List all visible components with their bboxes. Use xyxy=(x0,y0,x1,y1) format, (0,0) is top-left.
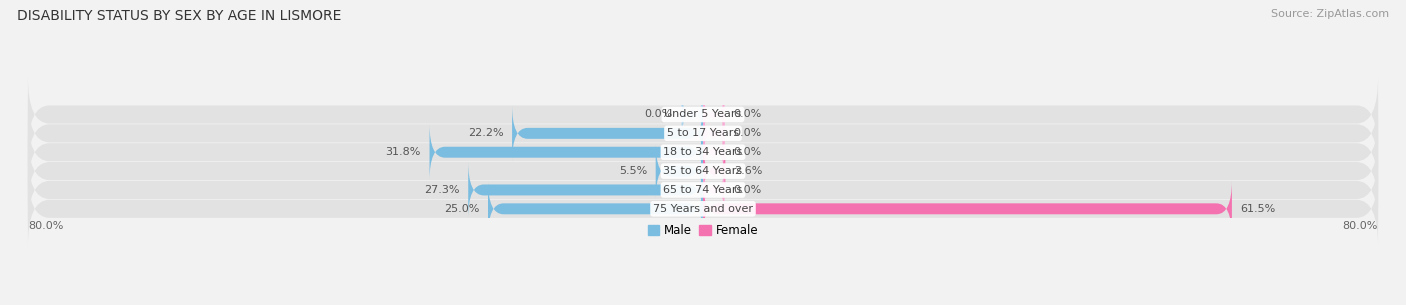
FancyBboxPatch shape xyxy=(655,143,703,199)
Text: 0.0%: 0.0% xyxy=(733,128,762,138)
Text: 80.0%: 80.0% xyxy=(1343,221,1378,231)
Text: DISABILITY STATUS BY SEX BY AGE IN LISMORE: DISABILITY STATUS BY SEX BY AGE IN LISMO… xyxy=(17,9,342,23)
Text: 61.5%: 61.5% xyxy=(1240,204,1275,214)
Text: 0.0%: 0.0% xyxy=(644,109,673,120)
FancyBboxPatch shape xyxy=(703,86,724,143)
FancyBboxPatch shape xyxy=(682,86,703,143)
FancyBboxPatch shape xyxy=(28,152,1378,228)
FancyBboxPatch shape xyxy=(28,171,1378,247)
FancyBboxPatch shape xyxy=(28,133,1378,209)
FancyBboxPatch shape xyxy=(703,180,1232,237)
Text: Under 5 Years: Under 5 Years xyxy=(665,109,741,120)
Text: 5 to 17 Years: 5 to 17 Years xyxy=(666,128,740,138)
Text: Source: ZipAtlas.com: Source: ZipAtlas.com xyxy=(1271,9,1389,19)
Text: 18 to 34 Years: 18 to 34 Years xyxy=(664,147,742,157)
FancyBboxPatch shape xyxy=(429,124,703,181)
Text: 31.8%: 31.8% xyxy=(385,147,420,157)
FancyBboxPatch shape xyxy=(28,114,1378,190)
Text: 75 Years and over: 75 Years and over xyxy=(652,204,754,214)
FancyBboxPatch shape xyxy=(703,161,724,218)
Text: 35 to 64 Years: 35 to 64 Years xyxy=(664,166,742,176)
Text: 0.0%: 0.0% xyxy=(733,147,762,157)
FancyBboxPatch shape xyxy=(28,76,1378,152)
Text: 0.0%: 0.0% xyxy=(733,109,762,120)
Text: 80.0%: 80.0% xyxy=(28,221,63,231)
Legend: Male, Female: Male, Female xyxy=(648,224,758,237)
Text: 65 to 74 Years: 65 to 74 Years xyxy=(664,185,742,195)
Text: 27.3%: 27.3% xyxy=(425,185,460,195)
Text: 2.6%: 2.6% xyxy=(734,166,762,176)
FancyBboxPatch shape xyxy=(488,180,703,237)
FancyBboxPatch shape xyxy=(28,95,1378,171)
FancyBboxPatch shape xyxy=(703,143,725,199)
FancyBboxPatch shape xyxy=(703,105,724,162)
FancyBboxPatch shape xyxy=(512,105,703,162)
FancyBboxPatch shape xyxy=(703,124,724,181)
Text: 5.5%: 5.5% xyxy=(619,166,647,176)
Text: 0.0%: 0.0% xyxy=(733,185,762,195)
Text: 25.0%: 25.0% xyxy=(444,204,479,214)
Text: 22.2%: 22.2% xyxy=(468,128,503,138)
FancyBboxPatch shape xyxy=(468,161,703,218)
